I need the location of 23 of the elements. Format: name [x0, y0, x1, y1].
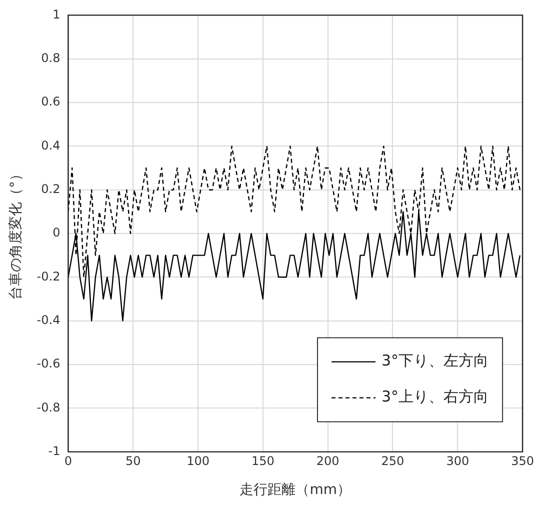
- y-tick-label: -0.2: [36, 269, 60, 284]
- y-tick-label: 0: [52, 226, 60, 240]
- y-tick-label: -0.8: [36, 400, 60, 414]
- y-tick-label: 0.6: [41, 94, 60, 109]
- y-tick-label: -0.4: [36, 312, 60, 327]
- y-axis-title: 台車の角度変化（°）: [8, 167, 24, 300]
- x-tick-label: 0: [64, 454, 72, 468]
- y-tick-label: 0.2: [41, 182, 60, 196]
- y-tick-label: 1: [52, 7, 60, 22]
- y-tick-label: 0.4: [41, 138, 60, 152]
- x-tick-label: 350: [511, 454, 534, 468]
- y-tick-label: -0.6: [36, 356, 60, 371]
- x-tick-label: 200: [316, 454, 340, 468]
- x-tick-label: 150: [251, 454, 274, 468]
- legend-label: 3°下り、左方向: [382, 352, 489, 370]
- legend-label: 3°上り、右方向: [382, 388, 489, 406]
- x-tick-label: 300: [446, 454, 470, 468]
- x-tick-label: 100: [186, 454, 210, 468]
- x-axis-title: 走行距離（mm）: [240, 482, 352, 498]
- y-tick-label: 0.8: [41, 50, 60, 65]
- x-tick-label: 250: [381, 454, 404, 468]
- y-tick-label: -1: [48, 444, 60, 458]
- x-tick-label: 50: [125, 454, 141, 468]
